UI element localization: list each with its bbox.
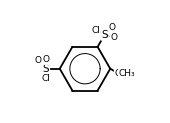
Text: O: O	[109, 23, 116, 32]
Text: Cl: Cl	[41, 74, 50, 83]
Text: O: O	[110, 33, 117, 42]
Text: S: S	[43, 64, 49, 74]
Text: CH₃: CH₃	[119, 69, 135, 78]
Text: S: S	[101, 30, 108, 40]
Text: O: O	[42, 55, 49, 64]
Text: Cl: Cl	[91, 26, 100, 35]
Text: O: O	[115, 69, 122, 78]
Text: O: O	[35, 56, 42, 65]
